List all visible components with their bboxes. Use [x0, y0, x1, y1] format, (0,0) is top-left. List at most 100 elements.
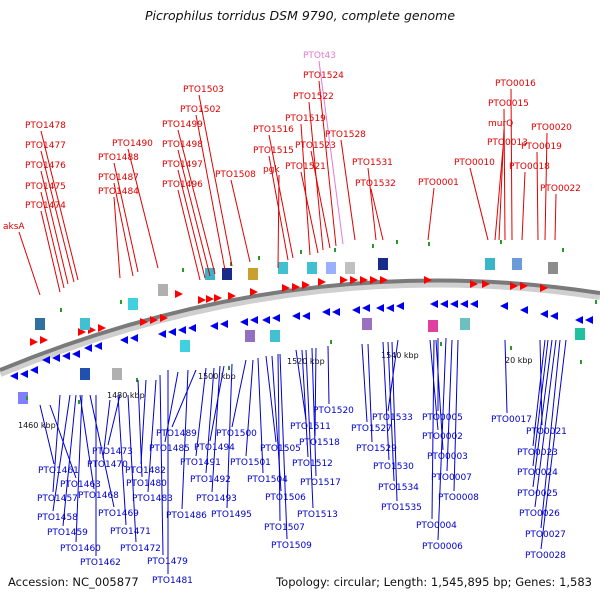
label-line-top — [544, 132, 548, 241]
label-line-bottom — [301, 349, 309, 458]
forward-gene-arrow — [228, 292, 236, 300]
reverse-gene-arrow — [352, 306, 360, 314]
gene-feature-block — [270, 330, 280, 342]
gene-label-bottom: PTO0008 — [438, 493, 479, 503]
gene-label-bottom: PTO1509 — [271, 541, 312, 551]
label-line-top — [503, 108, 506, 241]
label-line-bottom — [209, 365, 225, 442]
label-line-top — [198, 94, 233, 267]
forward-gene-arrow — [350, 276, 358, 284]
gene-feature-block — [128, 298, 138, 310]
scale-tick — [510, 346, 512, 350]
gene-label-top: PTO1515 — [253, 146, 294, 156]
gene-label-bottom: PTO1529 — [356, 444, 397, 454]
gene-feature-block — [512, 258, 522, 270]
gene-label-bottom: PTO1458 — [37, 513, 78, 523]
label-line-bottom — [311, 347, 317, 477]
gene-label-bottom: PTO1491 — [180, 458, 221, 468]
reverse-gene-arrow — [168, 328, 176, 336]
gene-label-top: PTO1484 — [98, 187, 139, 197]
gene-label-bottom: PTO0028 — [525, 551, 566, 561]
label-line-bottom — [431, 339, 435, 520]
reverse-gene-arrow — [20, 370, 28, 378]
reverse-gene-arrow — [178, 326, 186, 334]
gene-label-bottom: PTO1462 — [80, 558, 121, 568]
gene-feature-block — [158, 284, 168, 296]
gene-marks — [10, 240, 597, 404]
gene-label-bottom: PTO1472 — [120, 544, 161, 554]
gene-label-top: PTO0018 — [509, 162, 550, 172]
reverse-gene-arrow — [450, 300, 458, 308]
reverse-gene-arrow — [575, 316, 583, 324]
gene-label-bottom: PTO1470 — [87, 460, 128, 470]
reverse-gene-arrow — [120, 336, 128, 344]
reverse-gene-arrow — [376, 304, 384, 312]
forward-gene-arrow — [360, 276, 368, 284]
label-line-top — [494, 147, 504, 241]
label-line-bottom — [532, 339, 546, 447]
label-line-top — [318, 60, 344, 245]
label-line-top — [177, 129, 216, 275]
label-line-bottom — [446, 339, 453, 472]
gene-label-bottom: PTO1489 — [156, 429, 197, 439]
gene-label-bottom: PTO0023 — [517, 448, 558, 458]
label-line-bottom — [277, 353, 281, 522]
label-line-bottom — [532, 339, 549, 467]
gene-feature-block — [345, 262, 355, 274]
forward-gene-arrow — [206, 295, 214, 303]
gene-label-bottom: PTO0024 — [517, 468, 558, 478]
label-line-top — [300, 171, 319, 254]
reverse-gene-arrow — [430, 300, 438, 308]
gene-feature-block — [326, 262, 336, 274]
gene-feature-block — [222, 268, 232, 280]
scale-tick — [230, 262, 232, 266]
reverse-gene-arrow — [550, 312, 558, 320]
gene-label-top: PTO1502 — [180, 105, 221, 115]
label-line-bottom — [231, 359, 247, 428]
label-line-top — [318, 80, 337, 247]
gene-label-bottom: PTO1483 — [132, 494, 173, 504]
label-line-bottom — [437, 337, 447, 541]
label-line-top — [469, 167, 489, 241]
label-line-bottom — [107, 394, 121, 446]
label-line-bottom — [181, 369, 189, 510]
reverse-gene-arrow — [188, 324, 196, 332]
label-line-bottom — [534, 339, 557, 508]
reverse-gene-arrow — [292, 312, 300, 320]
gene-label-top: PTO1524 — [303, 71, 344, 81]
gene-label-top: PTO1498 — [162, 140, 203, 150]
forward-gene-arrow — [40, 336, 48, 344]
gene-label-bottom: PTO1533 — [372, 413, 413, 423]
label-line-top — [427, 187, 435, 241]
forward-gene-arrow — [302, 281, 310, 289]
scale-tick — [372, 244, 374, 248]
reverse-gene-arrow — [386, 304, 394, 312]
label-line-top — [113, 196, 121, 279]
gene-feature-block — [428, 320, 438, 332]
gene-feature-block — [460, 318, 470, 330]
label-line-bottom — [532, 339, 553, 488]
gene-label-top: PTO0015 — [488, 99, 529, 109]
gene-label-bottom: PTO1481 — [152, 576, 193, 586]
label-line-top — [177, 149, 211, 277]
gene-label-top: PTO0010 — [454, 158, 495, 168]
label-line-top — [177, 169, 206, 279]
label-line-bottom — [265, 355, 277, 443]
reverse-gene-arrow — [540, 310, 548, 318]
gene-feature-block — [80, 318, 90, 330]
gene-label-bottom: PTO1461 — [38, 466, 79, 476]
gene-label-top: PTO1477 — [25, 141, 66, 151]
scale-tick — [228, 366, 230, 370]
forward-gene-arrow — [175, 290, 183, 298]
label-line-bottom — [211, 365, 221, 493]
label-line-bottom — [140, 379, 147, 465]
gene-label-bottom: PTO1517 — [300, 478, 341, 488]
label-line-bottom — [147, 379, 157, 493]
gene-label-bottom: PTO0007 — [431, 473, 472, 483]
label-line-bottom — [504, 339, 508, 414]
forward-gene-arrow — [250, 288, 258, 296]
label-line-bottom — [49, 404, 77, 479]
reverse-gene-arrow — [52, 354, 60, 362]
gene-label-bottom: PTO0027 — [525, 530, 566, 540]
scale-tick — [500, 240, 502, 244]
